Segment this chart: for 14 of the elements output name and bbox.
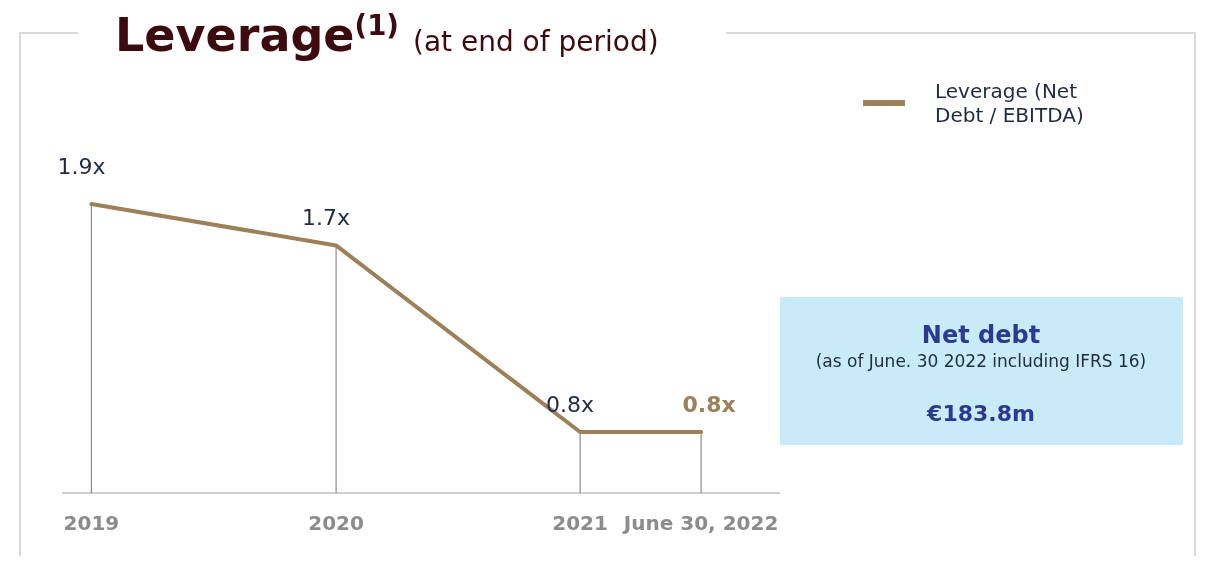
data-label: 1.7x: [302, 205, 351, 231]
data-label: 0.8x: [682, 392, 736, 417]
chart-title: Leverage$^{(1)}$: [115, 8, 399, 62]
text: €183.8m: [926, 401, 1035, 426]
text: (as of June. 30 2022 including IFRS 16): [815, 351, 1147, 371]
text: Net debt: [921, 321, 1041, 349]
data-label: 1.9x: [57, 154, 106, 179]
x-tick-label: June 30, 2022: [621, 511, 779, 535]
data-label: 0.8x: [546, 392, 595, 417]
x-tick-label: 2019: [63, 511, 120, 535]
x-tick-label: 2021: [552, 511, 608, 535]
legend-label: Leverage (Net Debt / EBITDA): [935, 79, 1084, 127]
chart-subtitle: (at end of period): [412, 25, 659, 58]
x-tick-label: 2020: [308, 511, 364, 535]
